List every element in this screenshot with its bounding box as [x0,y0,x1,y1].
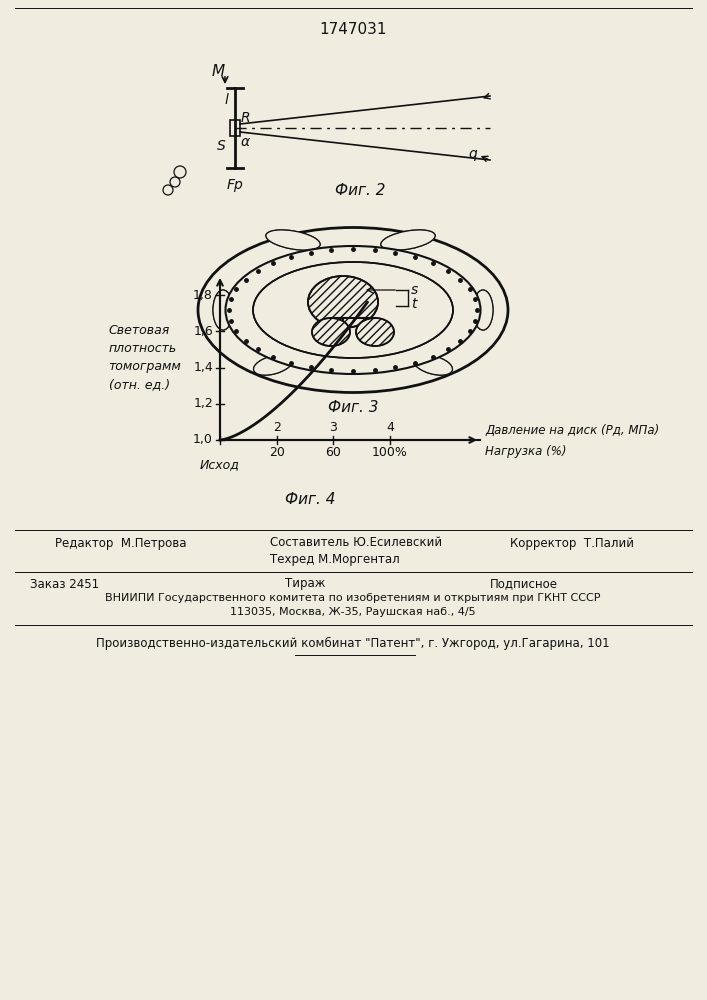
Text: Корректор  Т.Палий: Корректор Т.Палий [510,536,634,550]
Text: 113035, Москва, Ж-35, Раушская наб., 4/5: 113035, Москва, Ж-35, Раушская наб., 4/5 [230,607,476,617]
Ellipse shape [254,355,293,375]
Ellipse shape [414,355,452,375]
Text: 20: 20 [269,446,285,459]
Text: Тираж: Тираж [285,578,325,590]
Text: 1,0: 1,0 [193,434,213,446]
Ellipse shape [308,276,378,328]
Text: ВНИИПИ Государственного комитета по изобретениям и открытиям при ГКНТ СССР: ВНИИПИ Государственного комитета по изоб… [105,593,601,603]
Text: 60: 60 [325,446,341,459]
Text: R: R [241,111,250,125]
Text: Нагрузка (%): Нагрузка (%) [485,446,566,458]
Text: 1,4: 1,4 [193,361,213,374]
Text: Заказ 2451: Заказ 2451 [30,578,99,590]
Ellipse shape [226,246,481,374]
Text: s: s [411,283,419,297]
Ellipse shape [356,318,394,346]
Text: q: q [468,147,477,161]
Text: α: α [241,135,250,149]
Text: Производственно-издательский комбинат "Патент", г. Ужгород, ул.Гагарина, 101: Производственно-издательский комбинат "П… [96,636,610,650]
Text: Фиг. 2: Фиг. 2 [334,183,385,198]
Text: Фиг. 4: Фиг. 4 [285,492,335,507]
Text: Составитель Ю.Есилевский: Составитель Ю.Есилевский [270,536,442,550]
Ellipse shape [253,262,453,358]
Text: Исход: Исход [200,458,240,471]
Text: 1,6: 1,6 [193,325,213,338]
Ellipse shape [312,318,350,346]
Text: 3: 3 [329,421,337,434]
Text: Фиг. 3: Фиг. 3 [328,400,378,415]
Bar [230,120,240,136]
Text: Подписное: Подписное [490,578,558,590]
Ellipse shape [381,230,435,250]
Ellipse shape [473,290,493,330]
Text: l: l [224,93,228,107]
Text: 1747031: 1747031 [320,22,387,37]
Ellipse shape [213,290,233,330]
Text: Техред М.Моргентал: Техред М.Моргентал [270,552,399,566]
Ellipse shape [266,230,320,250]
Text: Fp: Fp [227,178,243,192]
Text: S: S [217,139,226,153]
Text: Давление на диск (Рд, МПа): Давление на диск (Рд, МПа) [485,424,659,436]
Text: Световая
плотность
томограмм
(отн. ед.): Световая плотность томограмм (отн. ед.) [109,324,182,391]
Text: 1,8: 1,8 [193,288,213,302]
Text: 1,2: 1,2 [193,397,213,410]
Text: Редактор  М.Петрова: Редактор М.Петрова [55,536,187,550]
Text: t: t [411,297,416,311]
Text: 2: 2 [273,421,281,434]
Text: M: M [211,64,225,80]
Text: 4: 4 [386,421,394,434]
Text: 100%: 100% [372,446,408,459]
